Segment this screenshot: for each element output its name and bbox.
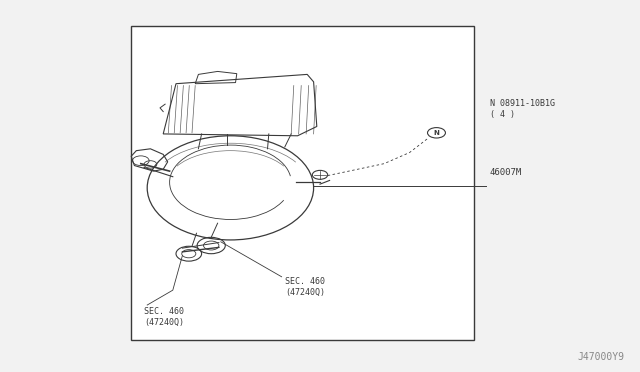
Text: N: N <box>433 130 440 136</box>
Text: SEC. 460
(47240Q): SEC. 460 (47240Q) <box>144 307 184 327</box>
Text: SEC. 460
(47240Q): SEC. 460 (47240Q) <box>285 277 325 297</box>
Bar <box>131 26 474 340</box>
Text: 46007M: 46007M <box>490 169 522 177</box>
Text: N 08911-10B1G
( 4 ): N 08911-10B1G ( 4 ) <box>490 99 555 119</box>
Text: J47000Y9: J47000Y9 <box>577 352 624 362</box>
